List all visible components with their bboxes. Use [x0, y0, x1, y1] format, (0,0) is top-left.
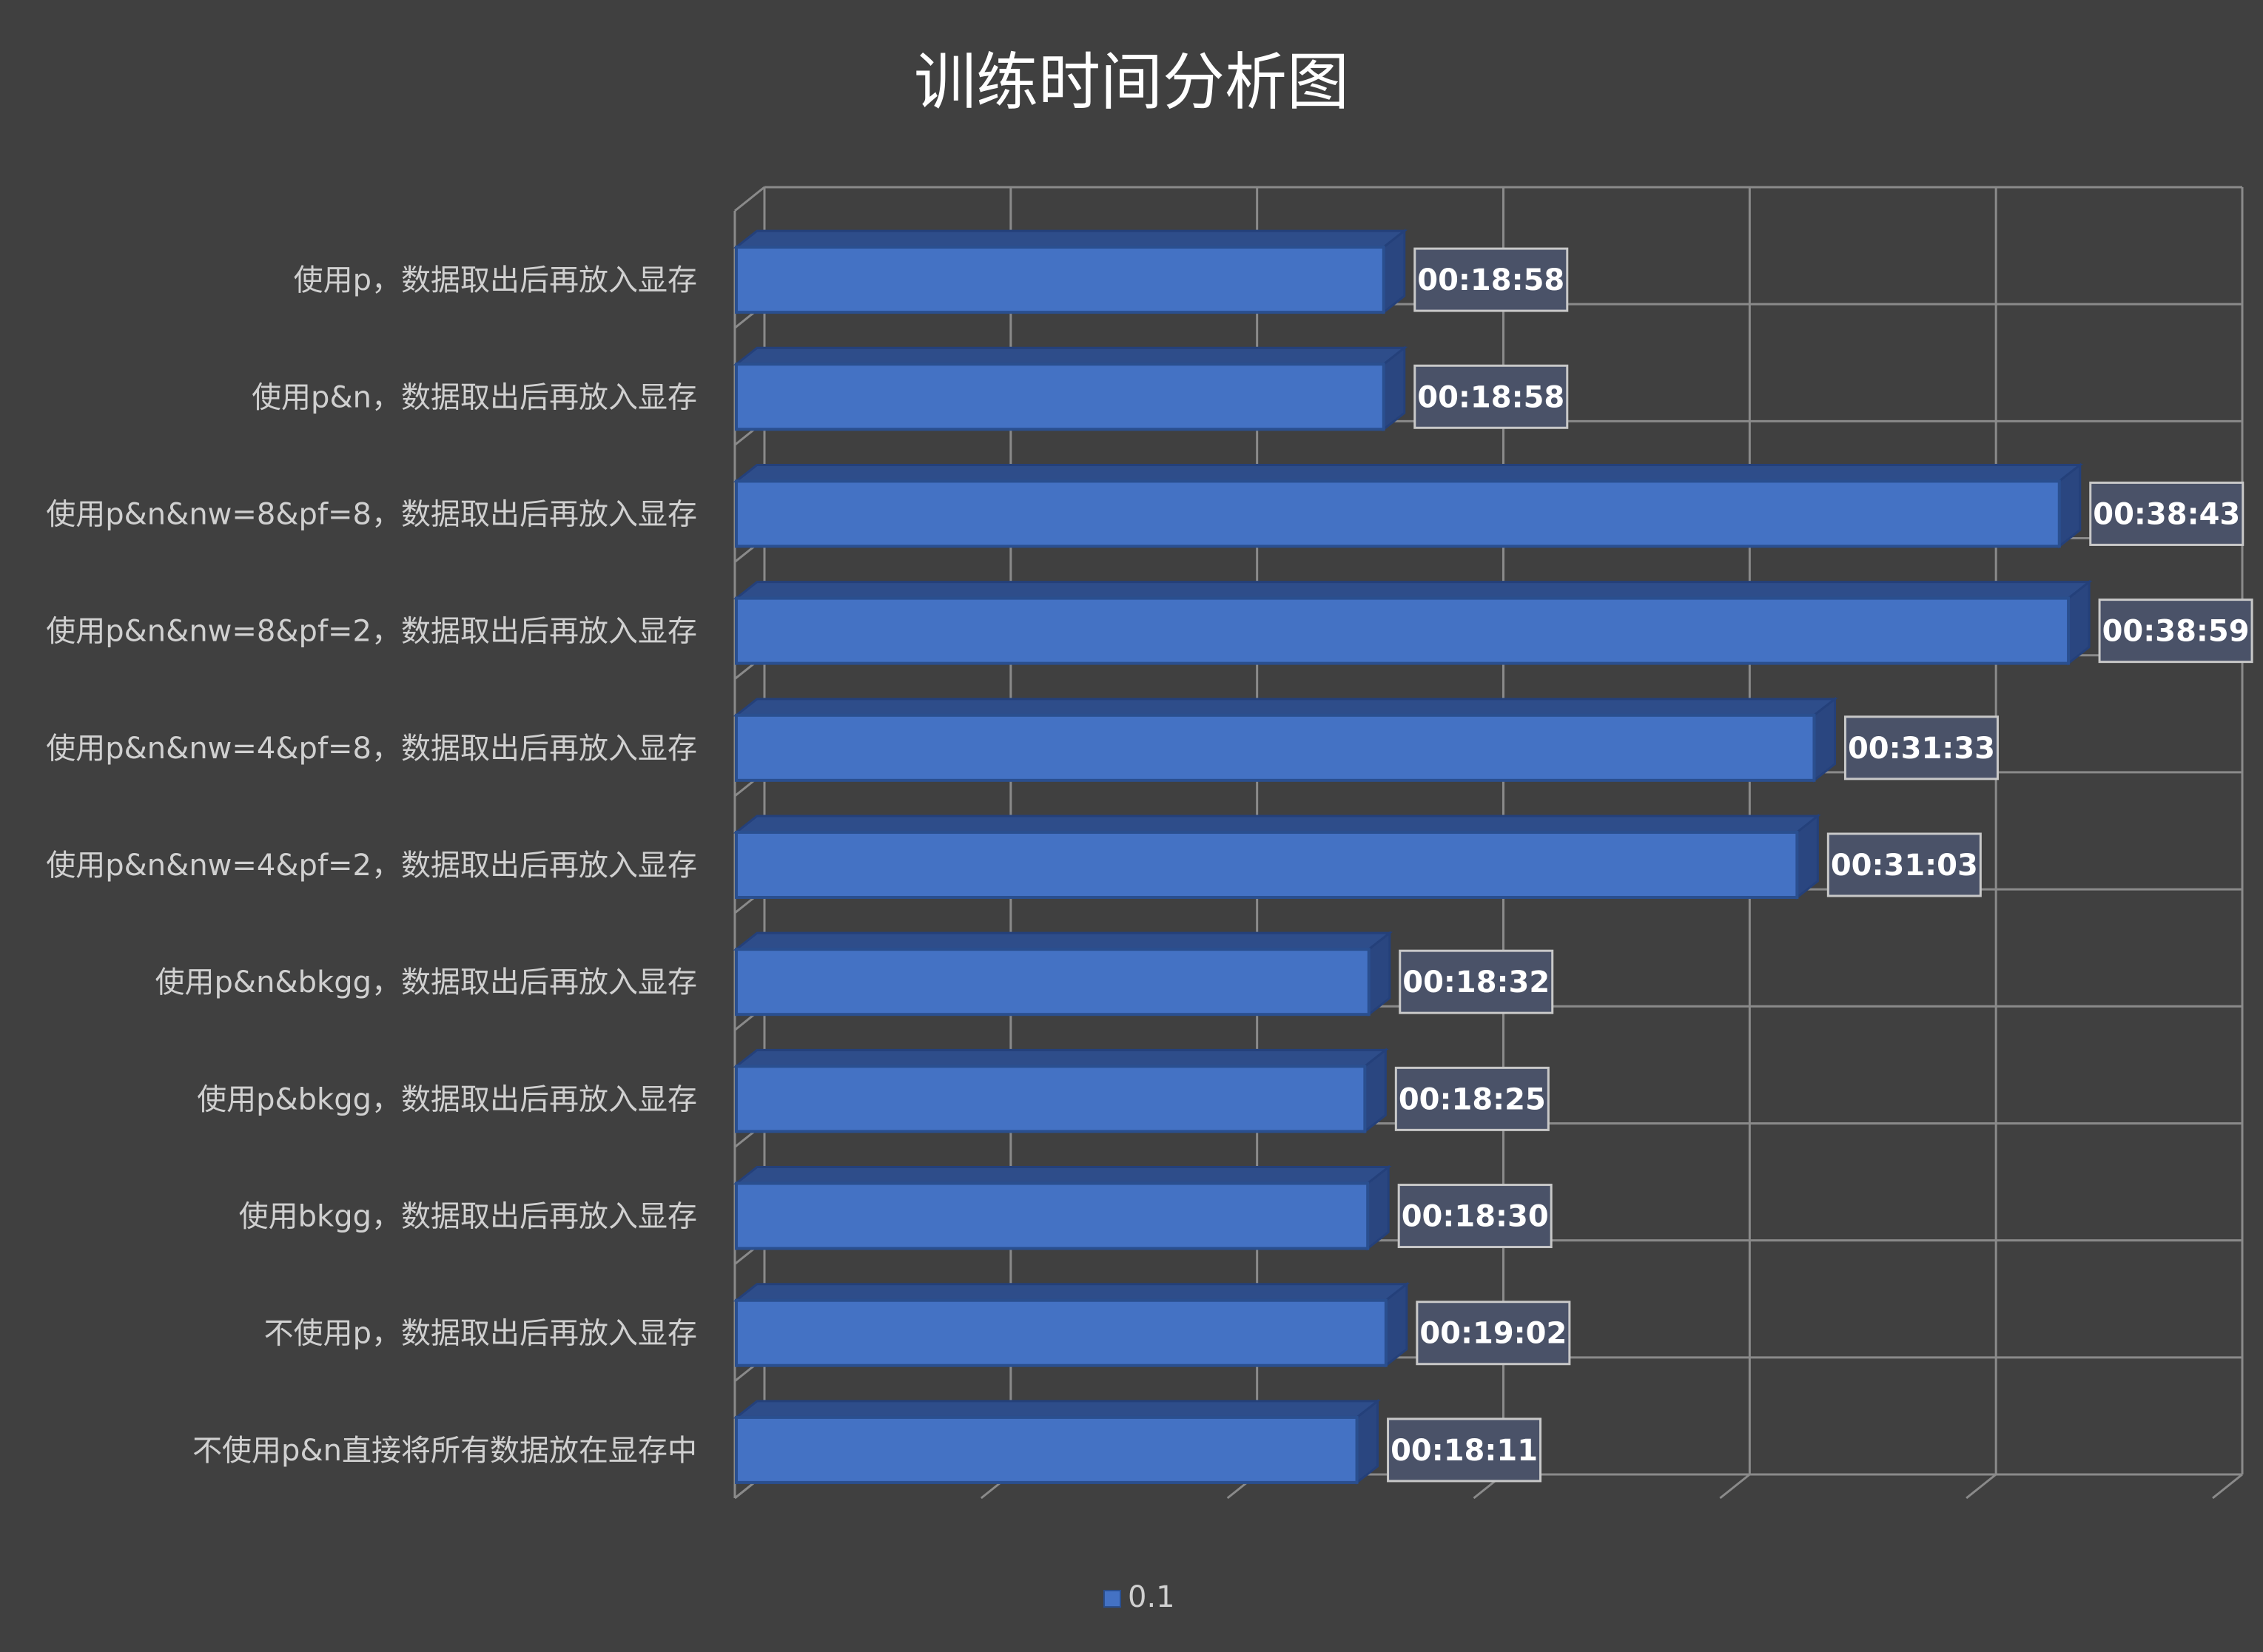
data-label-box: [1399, 949, 1554, 1014]
bar-top: [733, 229, 1408, 249]
bar-top: [733, 1283, 1410, 1302]
data-label-box: [1413, 364, 1569, 429]
data-label: 00:31:33: [1848, 732, 1995, 766]
category-label: 不使用p，数据取出后再放入显存: [264, 1317, 697, 1351]
bar: [733, 1281, 1410, 1368]
category-label: 使用p&bkgg，数据取出后再放入显存: [197, 1082, 697, 1116]
data-label: 00:18:32: [1402, 965, 1550, 999]
bar-top: [733, 698, 1838, 717]
gridline-floor: [734, 186, 765, 212]
bar-front: [735, 948, 1371, 1017]
bar-front: [735, 1415, 1359, 1484]
bar-top: [733, 931, 1393, 951]
data-label-box: [1826, 832, 1982, 897]
bar: [733, 462, 2084, 549]
bar-front: [735, 363, 1385, 431]
legend-swatch: [1103, 1590, 1121, 1608]
bar-top: [733, 463, 2084, 482]
bar: [733, 696, 1838, 783]
gridline-base: [1966, 1473, 1997, 1500]
data-label-box: [2089, 481, 2244, 546]
category-labels: 使用p，数据取出后再放入显存使用p&n，数据取出后再放入显存使用p&n&nw=8…: [46, 263, 697, 1468]
data-label: 00:18:11: [1391, 1434, 1538, 1468]
bar: [733, 229, 1408, 315]
category-label: 使用p&n，数据取出后再放入显存: [252, 380, 697, 414]
bar-top: [733, 1400, 1381, 1419]
bar: [733, 345, 1408, 432]
data-label: 00:18:58: [1417, 380, 1564, 414]
bar: [733, 1164, 1392, 1251]
bar-front: [735, 596, 2071, 665]
bar-top: [733, 1048, 1389, 1068]
data-label-box: [1413, 247, 1569, 312]
bar: [733, 931, 1393, 1017]
bar-front: [735, 713, 1816, 782]
bar-top: [733, 1166, 1392, 1185]
gridline-base: [2212, 1473, 2243, 1500]
bar-front: [735, 479, 2061, 548]
bar: [733, 1398, 1381, 1485]
category-label: 使用bkgg，数据取出后再放入显存: [239, 1200, 697, 1234]
data-label: 00:31:03: [1831, 849, 1978, 883]
bar: [733, 1048, 1389, 1134]
category-label: 使用p&n&nw=4&pf=2，数据取出后再放入显存: [46, 849, 697, 883]
bars: [733, 229, 2093, 1485]
data-label-box: [1394, 1066, 1550, 1131]
data-label: 00:18:58: [1417, 263, 1564, 297]
category-label: 使用p&n&nw=8&pf=2，数据取出后再放入显存: [46, 615, 697, 649]
bar-top: [733, 581, 2093, 600]
bar-front: [735, 1181, 1370, 1250]
category-label: 使用p&n&nw=8&pf=8，数据取出后再放入显存: [46, 497, 697, 531]
bar: [733, 813, 1821, 900]
category-label: 使用p&n&bkgg，数据取出后再放入显存: [155, 965, 697, 999]
data-label-box: [1387, 1417, 1542, 1483]
chart-title: 训练时间分析图: [914, 46, 1349, 118]
data-label-box: [2098, 599, 2253, 664]
bar-front: [735, 831, 1799, 899]
gridline-base: [1719, 1473, 1751, 1500]
legend: 0.1: [1103, 1580, 1175, 1614]
data-labels: 00:18:58 00:18:58 00:38:43 00:38:59 00:31:33…: [1387, 247, 2253, 1483]
data-label: 00:38:43: [2093, 497, 2240, 531]
data-label: 00:38:59: [2102, 615, 2250, 649]
bar-top: [733, 815, 1821, 834]
category-label: 使用p&n&nw=4&pf=8，数据取出后再放入显存: [46, 732, 697, 766]
data-label-box: [1397, 1184, 1553, 1249]
data-label: 00:18:25: [1399, 1082, 1546, 1116]
data-label: 00:18:30: [1402, 1200, 1549, 1234]
bar-front: [735, 1065, 1367, 1133]
data-label: 00:19:02: [1419, 1317, 1567, 1351]
legend-series-name: 0.1: [1128, 1580, 1175, 1614]
bar-front: [735, 246, 1385, 314]
bar-top: [733, 346, 1408, 365]
bar: [733, 579, 2093, 666]
category-label: 使用p，数据取出后再放入显存: [294, 263, 697, 297]
data-label-box: [1416, 1301, 1571, 1366]
bar-front: [735, 1298, 1388, 1367]
data-label-box: [1843, 715, 1999, 781]
category-label: 不使用p&n直接将所有数据放在显存中: [192, 1434, 697, 1468]
